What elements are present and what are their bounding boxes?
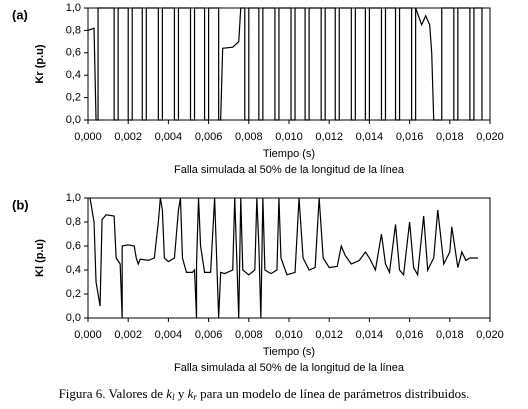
x-tick-label: 0,006 (195, 131, 223, 143)
y-tick-label: 0,0 (66, 312, 81, 324)
y-tick-label: 0,8 (66, 24, 81, 36)
x-axis-label: Tiempo (s) (263, 346, 315, 358)
x-tick-label: 0,006 (195, 329, 223, 341)
y-tick-label: 1,0 (66, 192, 81, 204)
x-tick-label: 0,014 (356, 329, 384, 341)
caption-symbol: k (188, 386, 194, 401)
x-tick-label: 0,018 (436, 131, 464, 143)
x-tick-label: 0,016 (396, 329, 424, 341)
x-tick-label: 0,018 (436, 329, 464, 341)
x-tick-label: 0,008 (235, 329, 263, 341)
x-tick-label: 0,020 (476, 329, 504, 341)
x-tick-label: 0,002 (114, 329, 142, 341)
y-axis-label: Kr (p.u) (34, 44, 46, 83)
x-tick-label: 0,004 (155, 329, 183, 341)
caption-text: y (175, 386, 188, 401)
y-tick-label: 0,8 (66, 216, 81, 228)
caption-subscript: l (172, 392, 175, 402)
x-tick-label: 0,000 (74, 329, 102, 341)
y-tick-label: 0,0 (66, 114, 81, 126)
caption: Figura 6. Valores de kl y kr para un mod… (59, 386, 470, 402)
y-tick-label: 1,0 (66, 2, 81, 14)
x-tick-label: 0,002 (114, 131, 142, 143)
caption-text: para un modelo de línea de parámetros di… (197, 386, 470, 401)
x-tick-label: 0,010 (275, 131, 303, 143)
x-axis-label: Tiempo (s) (263, 148, 315, 160)
x-tick-label: 0,004 (155, 131, 183, 143)
x-tick-label: 0,016 (396, 131, 424, 143)
chart-note: Falla simulada al 50% de la longitud de … (174, 164, 405, 176)
chart-note: Falla simulada al 50% de la longitud de … (174, 362, 405, 374)
panel-label: (a) (12, 7, 28, 22)
y-tick-label: 0,4 (66, 264, 81, 276)
x-tick-label: 0,010 (275, 329, 303, 341)
x-tick-label: 0,012 (315, 131, 343, 143)
data-line (87, 7, 483, 121)
data-line (89, 197, 478, 319)
caption-symbol: k (166, 386, 172, 401)
y-tick-label: 0,2 (66, 92, 81, 104)
y-tick-label: 0,6 (66, 47, 81, 59)
plot-frame (87, 197, 491, 319)
y-tick-label: 0,2 (66, 288, 81, 300)
y-axis-label: Kl (p.u) (34, 239, 46, 277)
x-tick-label: 0,000 (74, 131, 102, 143)
y-tick-label: 0,6 (66, 240, 81, 252)
x-tick-label: 0,008 (235, 131, 263, 143)
x-tick-label: 0,012 (315, 329, 343, 341)
panel-label: (b) (12, 197, 29, 212)
x-tick-label: 0,020 (476, 131, 504, 143)
caption-subscript: r (193, 392, 197, 402)
y-tick-label: 0,4 (66, 69, 81, 81)
caption-text: Figura 6. Valores de (59, 386, 167, 401)
x-tick-label: 0,014 (356, 131, 384, 143)
